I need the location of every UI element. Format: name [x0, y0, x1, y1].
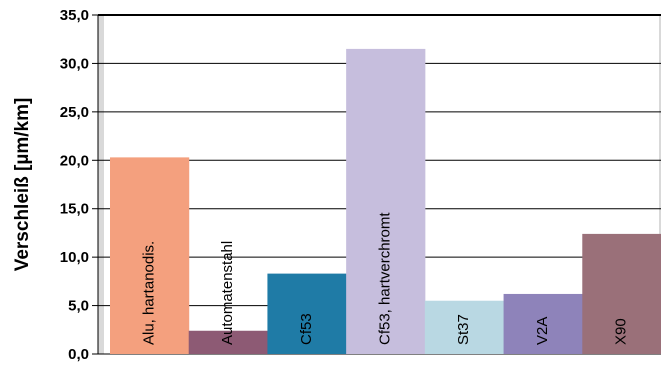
y-tick-label: 25,0: [60, 104, 89, 121]
bar-2: [188, 330, 268, 354]
bar-1: [110, 157, 190, 354]
bar-label-7: X90: [613, 318, 630, 345]
y-tick-label: 0,0: [68, 346, 89, 363]
y-tick-label: 10,0: [60, 249, 89, 266]
y-axis-title: Verschleiß [µm/km]: [12, 98, 33, 272]
y-tick-label: 15,0: [60, 201, 89, 218]
bar-5: [424, 300, 505, 354]
bar-4: [346, 48, 426, 355]
y-tick-label: 30,0: [60, 55, 89, 72]
bar-label-1: Alu, hartanodis.: [140, 241, 157, 345]
bar-label-3: Cf53: [298, 313, 315, 345]
bar-6: [503, 293, 583, 354]
bar-label-2: Automatenstahl: [219, 241, 236, 345]
bar-labels: Alu, hartanodis. Automatenstahl Cf53 Cf53, …: [140, 212, 629, 345]
bar-label-6: V2A: [534, 317, 551, 345]
bar-7: [582, 233, 661, 354]
y-tick-label: 35,0: [60, 7, 89, 24]
y-tick-label: 20,0: [60, 152, 89, 169]
bars: [110, 48, 661, 355]
bar-label-5: St37: [455, 314, 472, 345]
y-axis-ticks: 0,0 5,0 10,0 15,0 20,0 25,0 30,0 35,0: [60, 7, 99, 363]
y-tick-label: 5,0: [68, 298, 89, 315]
bar-label-4: Cf53, hartverchromt: [376, 212, 393, 345]
bar-3: [267, 273, 347, 354]
